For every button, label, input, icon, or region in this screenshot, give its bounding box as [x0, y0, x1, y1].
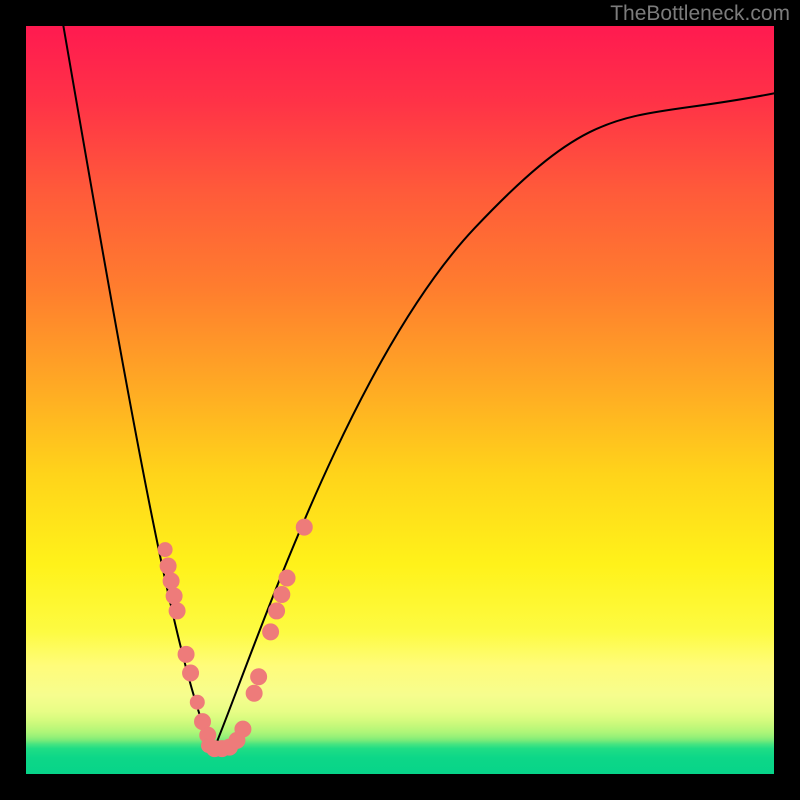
chart-svg — [26, 26, 774, 774]
data-marker — [246, 685, 262, 701]
data-marker — [279, 570, 295, 586]
data-marker — [160, 558, 176, 574]
data-marker — [269, 603, 285, 619]
data-marker — [163, 573, 179, 589]
data-marker — [178, 646, 194, 662]
plot-area — [26, 26, 774, 774]
data-marker — [235, 721, 251, 737]
data-marker — [296, 519, 312, 535]
watermark-label: TheBottleneck.com — [610, 2, 790, 26]
data-marker — [169, 603, 185, 619]
data-marker — [274, 586, 290, 602]
data-marker — [263, 624, 279, 640]
chart-frame: TheBottleneck.com — [0, 0, 800, 800]
data-marker — [183, 665, 199, 681]
data-marker — [190, 695, 204, 709]
data-marker — [166, 588, 182, 604]
data-marker — [158, 543, 172, 557]
data-marker — [251, 669, 267, 685]
gradient-background — [26, 26, 774, 774]
